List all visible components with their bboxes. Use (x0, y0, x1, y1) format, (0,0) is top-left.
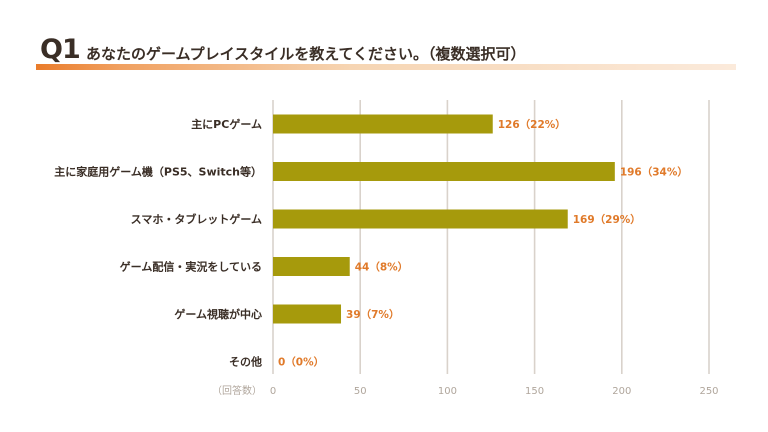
bar (273, 162, 615, 181)
category-label: 主にPCゲーム (191, 117, 262, 131)
category-label: ゲーム視聴が中心 (174, 307, 262, 321)
bar (273, 114, 493, 134)
category-label: スマホ・タブレットゲーム (131, 212, 262, 226)
chart-header: Q1 あなたのゲームプレイスタイルを教えてください。（複数選択可） (0, 0, 768, 80)
x-tick-label: 100 (438, 386, 457, 397)
bar (273, 257, 350, 276)
bar (273, 304, 342, 324)
x-tick-label: 150 (525, 386, 544, 397)
category-label: その他 (229, 355, 262, 369)
question-number: Q1 (40, 34, 81, 65)
value-label: 126（22%） (498, 118, 566, 131)
value-label: 44（8%） (355, 261, 408, 274)
x-tick-label: 0 (270, 386, 276, 397)
value-label: 169（29%） (573, 213, 641, 226)
value-label: 0（0%） (278, 356, 324, 369)
label-layer: 0 50 100 150 200 250 （回答数） 主にPCゲーム 126（22%） 主に家庭用… (54, 117, 718, 397)
bar (273, 209, 568, 229)
category-label: 主に家庭用ゲーム機（PS5、Switch等） (54, 165, 262, 179)
question-text: あなたのゲームプレイスタイルを教えてください。（複数選択可） (86, 45, 526, 63)
grid-layer (272, 100, 710, 374)
x-tick-label: 50 (354, 386, 367, 397)
title-underline-bar (36, 64, 736, 70)
value-label: 39（7%） (346, 308, 399, 321)
value-label: 196（34%） (620, 166, 688, 179)
x-tick-label: 250 (699, 386, 718, 397)
x-axis-unit-label: （回答数） (212, 384, 262, 397)
category-label: ゲーム配信・実況をしている (120, 260, 262, 274)
x-tick-label: 200 (612, 386, 631, 397)
bar-layer (273, 114, 615, 324)
